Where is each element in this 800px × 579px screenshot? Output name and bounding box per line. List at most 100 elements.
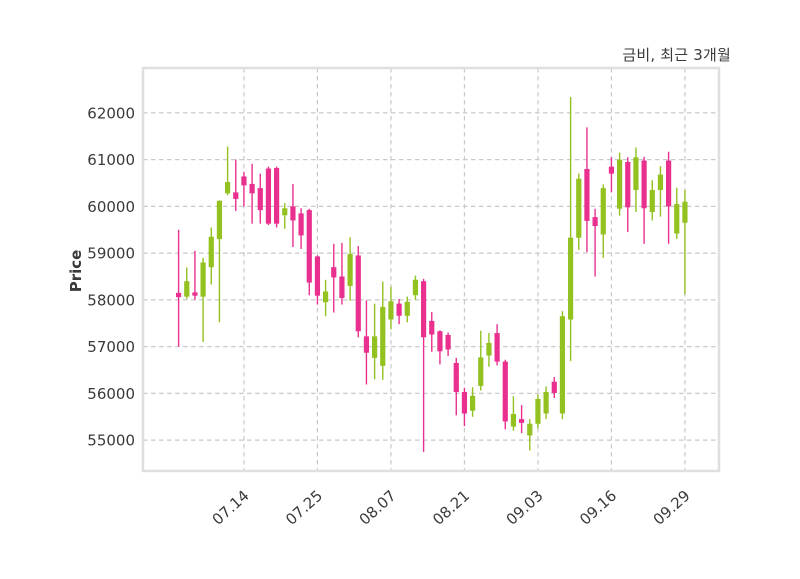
candle-body <box>412 279 419 296</box>
candle-down <box>519 405 525 434</box>
candle-body <box>445 334 451 350</box>
candle-body <box>657 174 664 191</box>
y-tick-label: 58000 <box>87 291 135 309</box>
candle-up <box>388 286 394 330</box>
candle-up <box>535 394 541 429</box>
candle-up <box>527 419 533 451</box>
candle-body <box>527 423 533 436</box>
candle-up <box>347 237 353 301</box>
candle-up <box>412 275 419 300</box>
candle-down <box>592 208 598 277</box>
candle-body <box>208 236 214 268</box>
candle-body <box>225 182 231 194</box>
candle-body <box>372 336 378 358</box>
y-tick-label: 57000 <box>87 338 135 356</box>
candle-down <box>265 166 272 226</box>
candle-body <box>437 331 443 352</box>
candle-body <box>241 176 247 186</box>
candle-body <box>502 361 508 422</box>
candle-body <box>617 159 623 209</box>
candle-up <box>216 200 223 323</box>
candle-up <box>510 396 517 431</box>
candle-down <box>176 229 182 347</box>
candle-body <box>510 413 517 427</box>
candle-up <box>568 96 574 362</box>
candle-down <box>290 183 296 248</box>
chart-title: 금비, 최근 3개월 <box>622 46 731 64</box>
candle-body <box>600 188 606 235</box>
y-tick-label: 56000 <box>87 385 135 403</box>
gridlines <box>143 68 719 471</box>
candle-down <box>355 246 361 338</box>
candle-body <box>559 316 566 414</box>
candle-down <box>192 250 198 300</box>
candle-body <box>265 168 272 224</box>
candle-up <box>682 190 688 295</box>
plot-border <box>141 66 721 473</box>
candle-up <box>323 279 329 317</box>
candle-body <box>314 256 321 296</box>
candle-body <box>298 213 304 236</box>
candle-down <box>249 163 255 224</box>
candle-body <box>674 204 680 234</box>
x-tick-label: 08.07 <box>356 487 400 529</box>
candle-up <box>282 203 288 229</box>
candle-down <box>396 298 402 325</box>
candle-body <box>641 160 647 209</box>
candle-body <box>323 291 329 303</box>
candle-down <box>608 157 615 193</box>
y-tick-label: 59000 <box>87 245 135 263</box>
candle-down <box>314 255 321 305</box>
candle-body <box>249 183 255 194</box>
candle-body <box>355 255 361 332</box>
x-tick-label: 09.29 <box>650 487 694 529</box>
candle-up <box>600 184 606 258</box>
candle-down <box>641 156 647 244</box>
candle-down <box>421 278 427 452</box>
candle-up <box>404 296 410 323</box>
y-tick-label: 60000 <box>87 198 135 216</box>
candle-body <box>584 168 590 221</box>
candle-down <box>257 173 263 224</box>
candle-up <box>657 166 664 217</box>
candle-body <box>380 306 386 366</box>
candle-up <box>559 311 566 420</box>
candle-up <box>543 386 549 420</box>
candle-down <box>625 157 631 233</box>
candle-down <box>274 166 280 228</box>
candle-body <box>666 160 672 207</box>
candle-down <box>551 377 557 399</box>
x-tick-label: 09.16 <box>576 487 620 529</box>
x-tick-label: 09.03 <box>503 487 547 529</box>
candle-down <box>298 208 304 249</box>
candle-body <box>216 200 223 240</box>
candle-body <box>478 357 484 386</box>
candle-down <box>453 357 459 416</box>
y-tick-label: 55000 <box>87 432 135 450</box>
candle-body <box>576 178 582 238</box>
candle-body <box>625 161 631 208</box>
candle-up <box>486 333 492 367</box>
candle-down <box>339 242 345 305</box>
candle-body <box>257 188 263 211</box>
candle-down <box>461 387 468 427</box>
candle-body <box>543 391 549 414</box>
candle-body <box>233 192 239 199</box>
candle-body <box>429 320 435 335</box>
candle-body <box>568 237 574 320</box>
candle-body <box>184 281 190 297</box>
y-tick-labels: 62000 61000 60000 59000 58000 57000 56000 55000 <box>87 104 135 449</box>
candle-body <box>363 336 370 353</box>
candle-body <box>200 262 206 297</box>
candle-down <box>584 127 590 253</box>
x-tick-labels: 07.14 07.25 08.07 08.21 09.03 09.16 09.29 <box>209 487 694 529</box>
candle-body <box>282 208 288 216</box>
candle-up <box>674 187 680 240</box>
candle-body <box>453 363 459 392</box>
candle-down <box>494 324 500 366</box>
candle-down <box>502 359 508 430</box>
y-axis-title: Price <box>67 249 85 293</box>
x-tick-label: 07.25 <box>282 487 326 529</box>
candle-body <box>535 399 541 424</box>
